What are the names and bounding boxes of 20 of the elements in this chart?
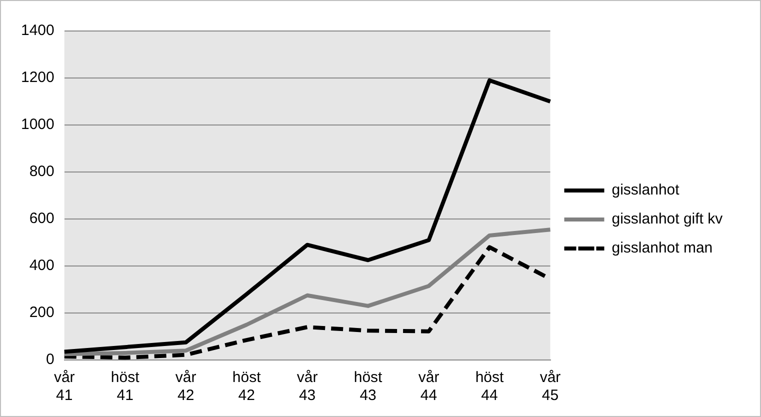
y-tick-label: 1000 [20,116,54,134]
x-tick-label: höst 44 [475,369,505,404]
x-tick-label: vår 41 [54,369,75,404]
x-tick-label: vår 42 [175,369,196,404]
y-tick-label: 1200 [20,69,54,86]
y-tick-label: 400 [29,257,54,274]
x-tick-label: vår 44 [418,369,440,404]
y-tick-label: 600 [29,210,54,228]
legend-label: gisslanhot man [612,240,713,257]
y-tick-label: 1400 [20,22,54,40]
y-tick-label: 0 [46,351,54,368]
x-tick-label: vår 45 [540,369,561,404]
x-tick-label: höst 43 [354,369,384,404]
x-tick-label: höst 41 [110,369,140,404]
legend-label: gisslanhot [612,182,680,199]
x-tick-label: vår 43 [296,369,318,404]
legend-label: gisslanhot gift kv [612,210,724,228]
y-tick-label: 800 [29,163,54,180]
y-tick-label: 200 [29,304,54,322]
x-tick-label: höst 42 [232,369,262,404]
